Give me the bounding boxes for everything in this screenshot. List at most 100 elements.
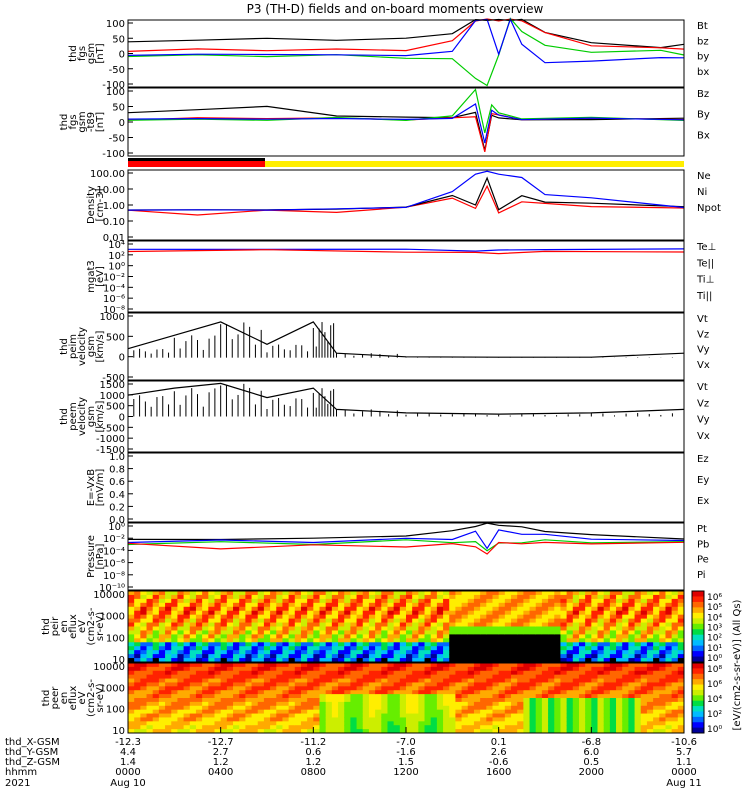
spectrogram-cell [653,698,660,703]
spectrogram-cell [134,634,141,639]
spectrogram-cell [548,618,555,624]
spectrogram-cell [511,663,518,668]
spectrogram-cell [572,610,580,616]
spectrogram-cell [257,678,265,683]
spectrogram-cell [356,606,364,612]
spectrogram-cell [270,674,277,680]
spectrogram-cell [467,622,475,627]
y-tick-label: 10⁰ [108,262,125,273]
spectrogram-cell [257,634,265,639]
spectrogram-cell [313,618,321,624]
spectrogram-cell [585,694,592,699]
spectrogram-cell [128,591,135,596]
spectrogram-cell [356,654,364,659]
spectrogram-cell [189,698,197,703]
spectrogram-cell [239,725,246,730]
spectrogram-cell [276,642,283,647]
spectrogram-cell [535,594,543,600]
spectrogram-cell [214,602,222,608]
spectrogram-cell [152,674,160,680]
spectrogram-cell [282,682,290,687]
y-tick-label: 10 [112,655,125,666]
spectrogram-cell [498,674,506,680]
y-tick-label: 10⁻² [103,273,125,284]
spectrogram-cell [177,721,185,726]
legend-entry: Pi [697,570,706,581]
y-tick-label: 100 [106,633,125,644]
spectrogram-cell [504,602,512,608]
spectrogram-cell [350,634,358,639]
spectrogram-cell [393,674,401,680]
spectrogram-cell [597,610,605,616]
y-tick-label: 1.0 [109,452,125,463]
spectrogram-cell [245,594,253,600]
spectrogram-cell [634,618,642,624]
spectrogram-cell [529,717,537,722]
spectrogram-cell [134,614,141,620]
spectrogram-cell [245,630,253,635]
spectrogram-cell [375,634,382,639]
spectrogram-cell [165,698,172,703]
spectrogram-cell [424,591,432,596]
spectrogram-cell [288,721,296,726]
spectrogram-cell [436,606,444,612]
spectrogram-cell [424,663,432,668]
spectrogram-cell [616,650,623,655]
spectrogram-cell [467,598,475,604]
colorbar-swatch [692,663,704,669]
spectrogram-cell [300,670,308,676]
legend-entry: bx [697,67,709,78]
spectrogram-cell [344,654,351,659]
spectrogram-cell [282,626,290,631]
spectrogram-cell [183,717,191,722]
spectrogram-cell [344,606,351,612]
spectrogram-cell [492,654,500,659]
spectrogram-cell [529,646,537,651]
spectrogram-cell [486,709,493,715]
spectrogram-cell [548,717,555,722]
spectrogram-cell [276,686,283,691]
spectrogram-cell [245,666,253,672]
spectrogram-cell [659,690,666,695]
spectrogram-cell [307,598,314,604]
spectrogram-cell [381,686,388,691]
spectrogram-cell [202,666,209,672]
spectrogram-cell [480,666,487,672]
spectrogram-cell [239,701,246,707]
spectrogram-cell [504,634,512,639]
spectrogram-cell [677,694,685,699]
spectrogram-cell [276,654,283,659]
spectrogram-cell [226,678,234,683]
spectrogram-cell [430,638,438,643]
spectrogram-cell [393,698,401,703]
spectrogram-cell [406,709,413,715]
spectrogram-cell [251,622,259,627]
spectrogram-cell [177,705,185,711]
spectrogram-cell [511,721,518,726]
spectrogram-cell [511,598,518,604]
spectrogram-cell [313,594,321,600]
spectrogram-cell [214,610,222,616]
spectrogram-cell [282,701,290,707]
spectrogram-cell [202,614,209,620]
spectrogram-cell [381,634,388,639]
spectrogram-cell [480,686,487,691]
spectrogram-cell [436,650,444,655]
spectrogram-cell [554,682,561,687]
spectrogram-cell [128,594,135,600]
spectrogram-cell [257,598,265,604]
spectrogram-cell [541,610,549,616]
spectrogram-cell [140,622,148,627]
spectrogram-cell [665,646,673,651]
spectrogram-cell [560,622,568,627]
spectrogram-cell [597,729,605,734]
spectrogram-cell [523,729,531,734]
spectrogram-cell [245,591,253,596]
spectrogram-cell [498,598,506,604]
spectrogram-cell [665,650,673,655]
spectrogram-cell [511,602,518,608]
spectrogram-cell [554,606,561,612]
spectrogram-cell [578,622,586,627]
spectrogram-cell [183,709,191,715]
spectrogram-cell [541,698,549,703]
